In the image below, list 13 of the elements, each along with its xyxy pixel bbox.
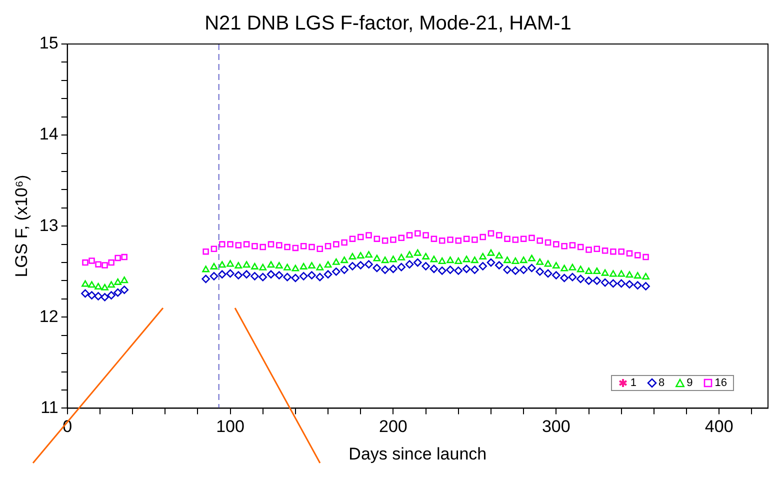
x-tick-label: 200 [379,417,408,436]
y-tick-label: 14 [39,124,58,144]
legend-label: 9 [686,377,693,389]
legend-label: 1 [629,377,636,389]
legend-label: 16 [714,377,727,389]
x-tick-label: 400 [704,417,734,436]
x-axis-title: Days since launch [348,444,487,464]
chart-title: N21 DNB LGS F-factor, Mode-21, HAM-1 [204,12,572,35]
y-axis-title: LGS F, (x10⁶) [12,174,31,278]
y-tick-label: 13 [39,216,58,235]
y-tick-label: 15 [39,34,58,53]
x-tick-label: 300 [542,417,570,436]
legend-label: 8 [658,377,665,389]
